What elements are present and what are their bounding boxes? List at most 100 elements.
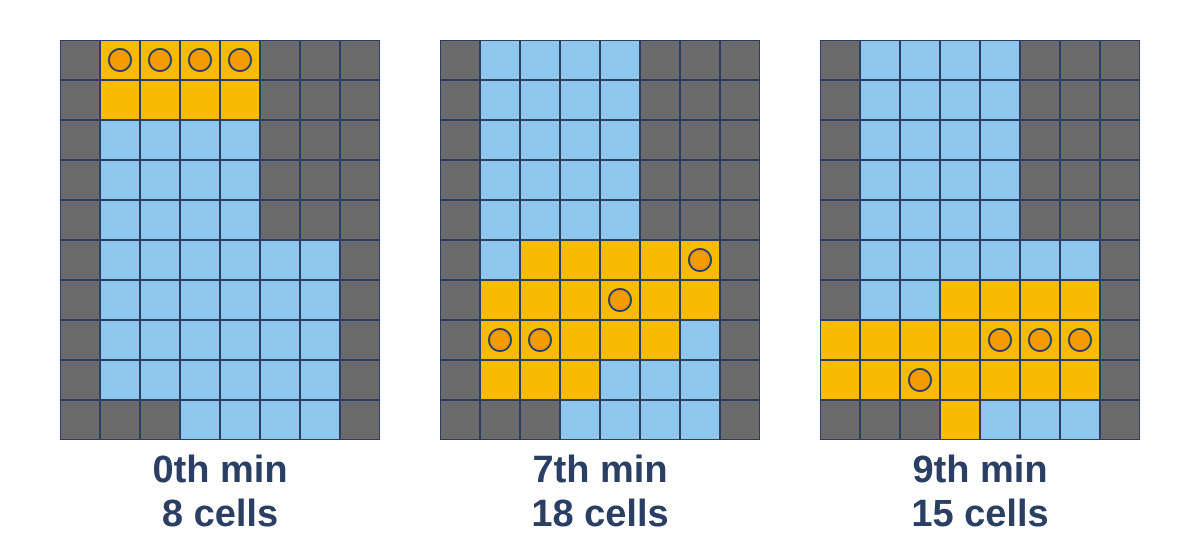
- wall-cell: [1060, 80, 1100, 120]
- circle-marker: [188, 48, 212, 72]
- water-cell: [180, 200, 220, 240]
- wall-cell: [260, 120, 300, 160]
- water-cell: [180, 360, 220, 400]
- wall-cell: [1060, 200, 1100, 240]
- wall-cell: [860, 400, 900, 440]
- water-cell: [600, 360, 640, 400]
- water-cell: [900, 160, 940, 200]
- water-cell: [1060, 240, 1100, 280]
- count-label-0: 8 cells: [161, 493, 279, 535]
- water-cell: [520, 120, 560, 160]
- wall-cell: [640, 40, 680, 80]
- water-cell: [600, 40, 640, 80]
- water-cell: [220, 320, 260, 360]
- sand-cell: [980, 320, 1020, 360]
- water-cell: [980, 400, 1020, 440]
- panel-2: 9th min 15 cells: [820, 40, 1140, 536]
- sand-cell: [860, 320, 900, 360]
- water-cell: [680, 400, 720, 440]
- circle-marker: [988, 328, 1012, 352]
- water-cell: [140, 120, 180, 160]
- wall-cell: [680, 120, 720, 160]
- water-cell: [680, 360, 720, 400]
- sand-cell: [940, 360, 980, 400]
- sand-cell: [560, 360, 600, 400]
- circle-marker: [488, 328, 512, 352]
- water-cell: [140, 360, 180, 400]
- circle-marker: [108, 48, 132, 72]
- sand-cell: [560, 280, 600, 320]
- wall-cell: [1020, 80, 1060, 120]
- water-cell: [220, 240, 260, 280]
- wall-cell: [300, 120, 340, 160]
- water-cell: [480, 160, 520, 200]
- wall-cell: [440, 280, 480, 320]
- wall-cell: [520, 400, 560, 440]
- water-cell: [300, 240, 340, 280]
- water-cell: [940, 40, 980, 80]
- circle-marker: [1028, 328, 1052, 352]
- wall-cell: [720, 280, 760, 320]
- wall-cell: [340, 200, 380, 240]
- water-cell: [180, 240, 220, 280]
- water-cell: [980, 240, 1020, 280]
- water-cell: [980, 200, 1020, 240]
- wall-cell: [440, 400, 480, 440]
- wall-cell: [340, 400, 380, 440]
- wall-cell: [640, 160, 680, 200]
- water-cell: [220, 400, 260, 440]
- wall-cell: [260, 80, 300, 120]
- sand-cell: [100, 80, 140, 120]
- circle-marker: [228, 48, 252, 72]
- wall-cell: [720, 400, 760, 440]
- sand-cell: [520, 360, 560, 400]
- sand-cell: [520, 240, 560, 280]
- wall-cell: [340, 280, 380, 320]
- circle-marker: [148, 48, 172, 72]
- water-cell: [900, 40, 940, 80]
- wall-cell: [900, 400, 940, 440]
- wall-cell: [140, 400, 180, 440]
- water-cell: [980, 80, 1020, 120]
- water-cell: [520, 200, 560, 240]
- wall-cell: [340, 360, 380, 400]
- water-cell: [860, 280, 900, 320]
- wall-cell: [340, 240, 380, 280]
- wall-cell: [440, 40, 480, 80]
- sand-cell: [940, 400, 980, 440]
- water-cell: [560, 160, 600, 200]
- water-cell: [520, 160, 560, 200]
- wall-cell: [1020, 200, 1060, 240]
- water-cell: [260, 360, 300, 400]
- wall-cell: [1100, 120, 1140, 160]
- water-cell: [640, 360, 680, 400]
- wall-cell: [680, 160, 720, 200]
- wall-cell: [260, 160, 300, 200]
- caption-0: 0th min 8 cells: [60, 448, 380, 536]
- water-cell: [1060, 400, 1100, 440]
- wall-cell: [340, 320, 380, 360]
- water-cell: [100, 280, 140, 320]
- sand-cell: [820, 360, 860, 400]
- sand-cell: [600, 320, 640, 360]
- sand-cell: [940, 280, 980, 320]
- sand-cell: [640, 280, 680, 320]
- wall-cell: [100, 400, 140, 440]
- water-cell: [940, 160, 980, 200]
- water-cell: [100, 160, 140, 200]
- water-cell: [600, 400, 640, 440]
- time-label-0: 0th min: [152, 449, 288, 491]
- water-cell: [860, 240, 900, 280]
- water-cell: [100, 120, 140, 160]
- water-cell: [860, 160, 900, 200]
- wall-cell: [60, 80, 100, 120]
- time-label-1: 7th min: [532, 449, 668, 491]
- wall-cell: [260, 40, 300, 80]
- sand-cell: [680, 280, 720, 320]
- wall-cell: [60, 240, 100, 280]
- sand-cell: [1020, 360, 1060, 400]
- water-cell: [900, 240, 940, 280]
- water-cell: [860, 80, 900, 120]
- water-cell: [520, 40, 560, 80]
- wall-cell: [260, 200, 300, 240]
